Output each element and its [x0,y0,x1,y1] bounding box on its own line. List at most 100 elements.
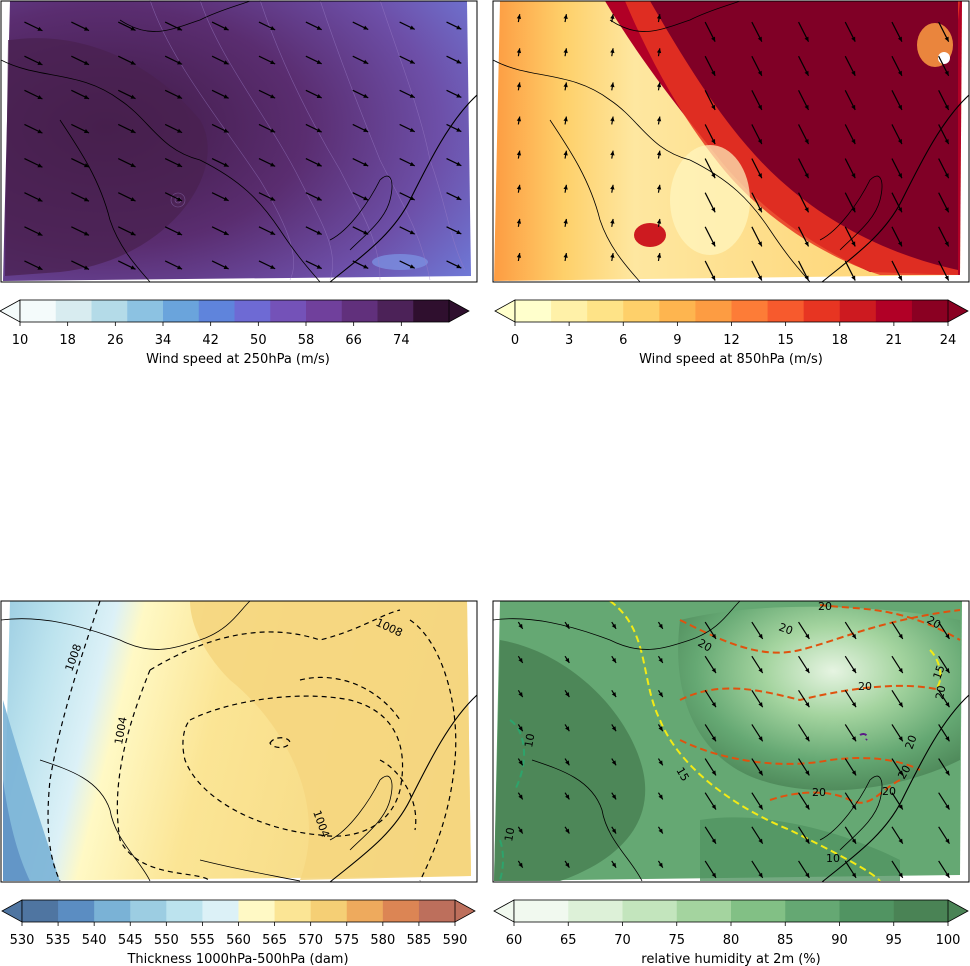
colorbar-tick-label: 74 [393,333,410,348]
wind-arrowhead [711,275,716,281]
wind-arrowhead [851,668,857,674]
wind-arrowhead [223,128,229,133]
wind-arrowhead [565,828,570,834]
colorbar-tick-label: 530 [10,933,35,948]
pressure-contours [47,600,457,882]
contour-label: 15 [931,663,948,681]
wind-arrowhead [656,184,662,190]
contour-label: 10 [522,732,537,748]
wind-arrowhead [316,196,322,201]
wind-arrowhead [565,862,570,868]
wind-arrowhead [656,253,662,258]
borders-250 [0,0,393,283]
colorbar-extend-max [947,899,969,923]
colorbar-segment [413,300,450,322]
wind-arrowhead [610,218,615,224]
wind-arrowhead [270,196,276,201]
colorbar-tick-label: 545 [118,933,143,948]
contour-label: 20 [895,763,913,782]
wind-arrowhead [37,129,43,134]
colorbar-tick-label: 3 [565,333,573,348]
wind-arrowhead [898,872,903,878]
wind-arrowhead [758,702,763,708]
colorbar-tick-label: 65 [560,933,577,948]
wind-arrowhead [757,241,762,247]
colorbar-segment [341,300,378,322]
wind-arrowhead [363,25,369,30]
colorbar-tick-label: 66 [345,333,362,348]
contour-label: 10 [502,826,517,842]
colorbar-tick-label: 34 [155,333,172,348]
colorbar-segment [676,900,732,922]
wind-arrowhead [83,163,89,168]
wind-arrowhead [851,633,857,639]
wind-arrowhead [565,760,570,766]
wind-arrowhead [177,265,183,270]
wind-arrowhead [456,264,462,269]
wind-arrowhead [944,70,949,76]
wind-arrowhead [565,726,570,732]
wind-arrowhead [409,127,415,132]
wind-arrowhead [409,161,415,166]
wind-arrowhead [851,36,856,42]
colorbar-segment [58,900,95,922]
wind-arrowhead [37,26,43,31]
colorbar-segment [234,300,271,322]
wind-arrowhead [945,770,950,776]
wind-arrowhead [851,770,857,776]
jet-core-250 [5,38,208,276]
colorbar-tick-label: 0 [511,333,519,348]
colorbar-segment [382,900,420,922]
wind-arrowhead [363,162,369,167]
wind-arrowhead [516,253,522,258]
wind-arrowhead [898,633,903,639]
wind-arrowhead [611,828,617,834]
wind-arrowhead [851,804,857,810]
colorbar-segment [622,900,678,922]
wind-arrowhead [363,128,369,132]
coastline-850 [821,94,970,283]
wind-arrowhead [316,230,322,235]
colorbar-tick-label: 85 [777,933,794,948]
colorbar-tick-label: 550 [154,933,179,948]
panel-humidity: 20 20 20 20 20 20 20 20 20 15 15 10 10 1… [492,600,970,883]
colorbar-tick-label: 560 [226,933,251,948]
wind-arrowhead [805,838,810,844]
wind-arrowhead [270,25,276,30]
wind-arrowhead [563,82,568,88]
wind-arrowhead [270,162,276,167]
colorbar-tick-label: 18 [831,333,848,348]
wind-arrowhead [83,60,89,65]
wind-arrowhead [270,60,276,65]
colorbar-segment [911,300,949,322]
wind-arrowhead [804,36,809,42]
wind-arrowhead [610,184,615,190]
wind-arrowhead [37,231,43,236]
wind-arrowhead [757,173,762,179]
wind-arrowhead [611,692,617,698]
wind-arrowhead [177,196,183,201]
wind-arrowhead [658,657,663,663]
wind-arrowhead [363,264,369,269]
colorbar-segment [166,900,203,922]
wind-arrowhead [897,173,902,179]
wind-arrowhead [711,838,716,844]
wind-arrowhead [757,104,762,110]
contour-label: 20 [925,613,944,631]
wind-arrowhead [658,760,663,766]
wind-arrowhead [945,838,950,844]
colorbar-tick-label: 575 [334,933,359,948]
wind-arrowhead [711,139,716,145]
wind-arrowhead [610,82,615,88]
wind-arrowhead [711,770,716,776]
colorbar-extend-max [454,899,476,923]
wind-arrowhead [270,264,276,269]
colorbar-segment [875,300,913,322]
wind-arrowhead [945,668,950,674]
wind-arrowhead [37,95,43,100]
colorbar-segment [731,300,769,322]
wind-arrowhead [805,770,810,776]
borders-850 [492,0,883,283]
colorbar-segment [130,900,167,922]
wind-arrowhead [758,770,763,776]
